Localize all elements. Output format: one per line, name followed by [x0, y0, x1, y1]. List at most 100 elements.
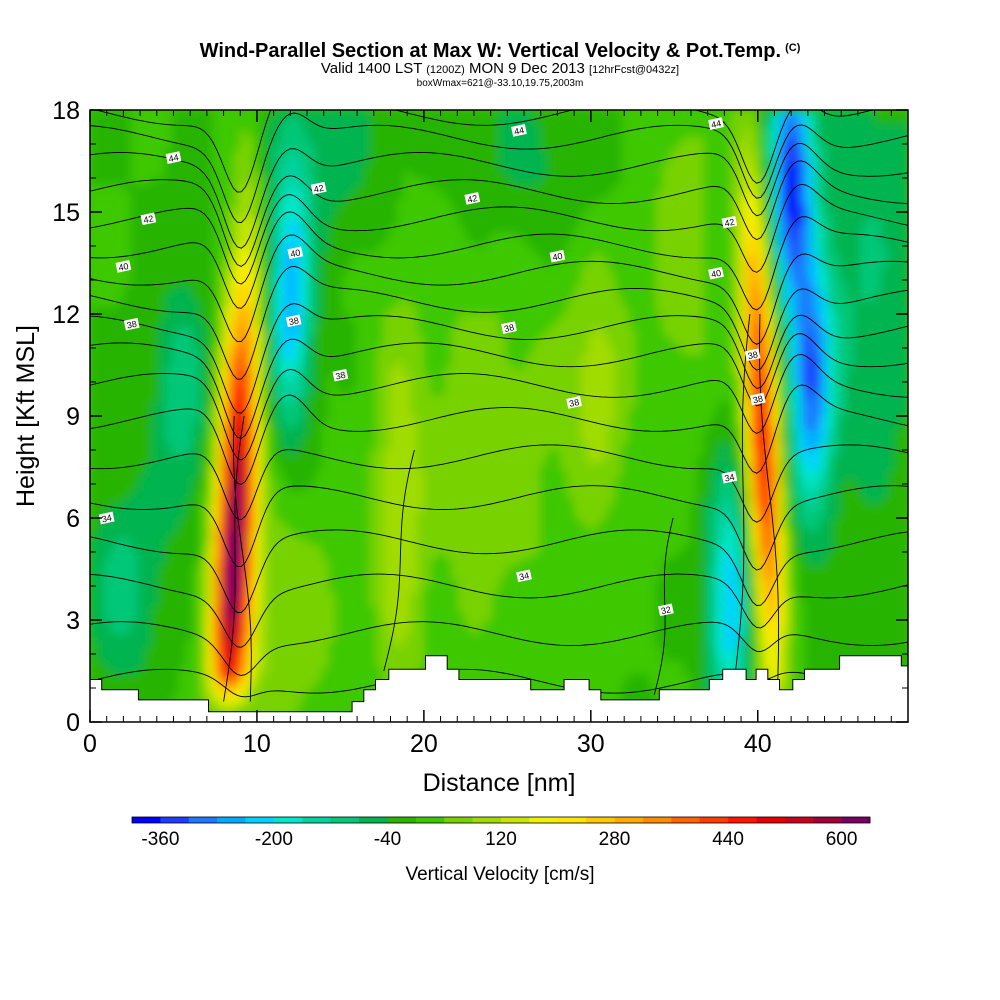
field-cell — [833, 232, 841, 240]
field-cell — [710, 259, 718, 267]
field-cell — [594, 382, 602, 390]
field-cell — [164, 218, 173, 227]
field-cell — [717, 320, 725, 329]
field-cell — [437, 171, 446, 179]
field-cell — [308, 144, 316, 152]
field-cell — [96, 164, 105, 172]
field-cell — [744, 239, 752, 247]
field-cell — [383, 286, 391, 295]
field-cell — [376, 137, 384, 145]
field-cell — [280, 212, 289, 220]
field-cell — [573, 212, 582, 220]
field-cell — [171, 225, 180, 233]
field-cell — [376, 198, 384, 206]
field-cell — [137, 191, 146, 199]
field-cell — [233, 178, 241, 186]
field-cell — [185, 266, 193, 274]
field-cell — [894, 320, 902, 329]
field-cell — [812, 348, 820, 356]
field-cell — [246, 273, 255, 281]
field-cell — [471, 157, 480, 165]
field-cell — [246, 286, 255, 295]
field-cell — [703, 171, 711, 179]
field-cell — [887, 178, 895, 186]
field-cell — [635, 150, 643, 159]
field-cell — [376, 280, 384, 288]
field-cell — [580, 307, 589, 315]
field-cell — [130, 252, 139, 261]
field-cell — [901, 361, 908, 369]
field-cell — [860, 307, 868, 315]
field-cell — [301, 178, 309, 186]
field-cell — [171, 144, 180, 152]
field-cell — [90, 110, 98, 118]
field-cell — [614, 307, 623, 315]
field-cell — [355, 171, 364, 179]
field-cell — [396, 232, 405, 240]
field-cell — [519, 354, 527, 363]
field-cell — [860, 320, 868, 329]
field-cell — [894, 354, 902, 363]
field-cell — [846, 252, 855, 261]
field-cell — [478, 300, 486, 308]
field-cell — [219, 191, 227, 199]
field-cell — [519, 368, 527, 376]
field-cell — [335, 327, 343, 335]
field-cell — [192, 225, 200, 233]
field-cell — [635, 178, 643, 186]
field-cell — [764, 239, 773, 247]
field-cell — [826, 212, 834, 220]
field-cell — [526, 123, 534, 131]
field-cell — [539, 334, 548, 342]
field-cell — [798, 150, 807, 159]
field-cell — [778, 300, 786, 308]
field-cell — [246, 239, 255, 247]
field-cell — [178, 286, 187, 295]
field-cell — [301, 348, 309, 356]
field-cell — [703, 348, 711, 356]
field-cell — [887, 382, 895, 390]
field-cell — [894, 130, 902, 138]
field-cell — [96, 123, 105, 131]
field-cell — [662, 110, 671, 118]
field-cell — [758, 205, 766, 213]
field-cell — [396, 218, 405, 227]
field-cell — [308, 280, 316, 288]
field-cell — [410, 293, 418, 301]
field-cell — [785, 198, 793, 206]
field-cell — [533, 266, 541, 274]
field-cell — [587, 273, 596, 281]
field-cell — [403, 137, 411, 145]
field-cell — [676, 368, 684, 376]
field-cell — [669, 137, 677, 145]
field-cell — [383, 334, 391, 342]
field-cell — [212, 130, 221, 138]
field-cell — [178, 266, 187, 274]
field-cell — [185, 205, 193, 213]
field-cell — [383, 212, 391, 220]
field-cell — [164, 110, 173, 118]
field-cell — [533, 252, 541, 261]
field-cell — [628, 191, 636, 199]
field-cell — [642, 320, 650, 329]
field-cell — [798, 205, 807, 213]
field-cell — [383, 273, 391, 281]
field-cell — [621, 286, 630, 295]
field-cell — [608, 293, 616, 301]
field-cell — [526, 130, 534, 138]
field-cell — [294, 171, 302, 179]
field-cell — [846, 218, 855, 227]
field-cell — [826, 171, 834, 179]
field-cell — [573, 327, 582, 335]
field-cell — [621, 259, 630, 267]
field-cell — [369, 150, 377, 159]
field-cell — [389, 252, 398, 261]
field-cell — [819, 184, 827, 193]
field-cell — [833, 307, 841, 315]
field-cell — [826, 320, 834, 329]
field-cell — [403, 218, 411, 227]
field-cell — [901, 280, 908, 288]
field-cell — [894, 341, 902, 349]
field-cell — [553, 375, 561, 383]
field-cell — [539, 239, 548, 247]
